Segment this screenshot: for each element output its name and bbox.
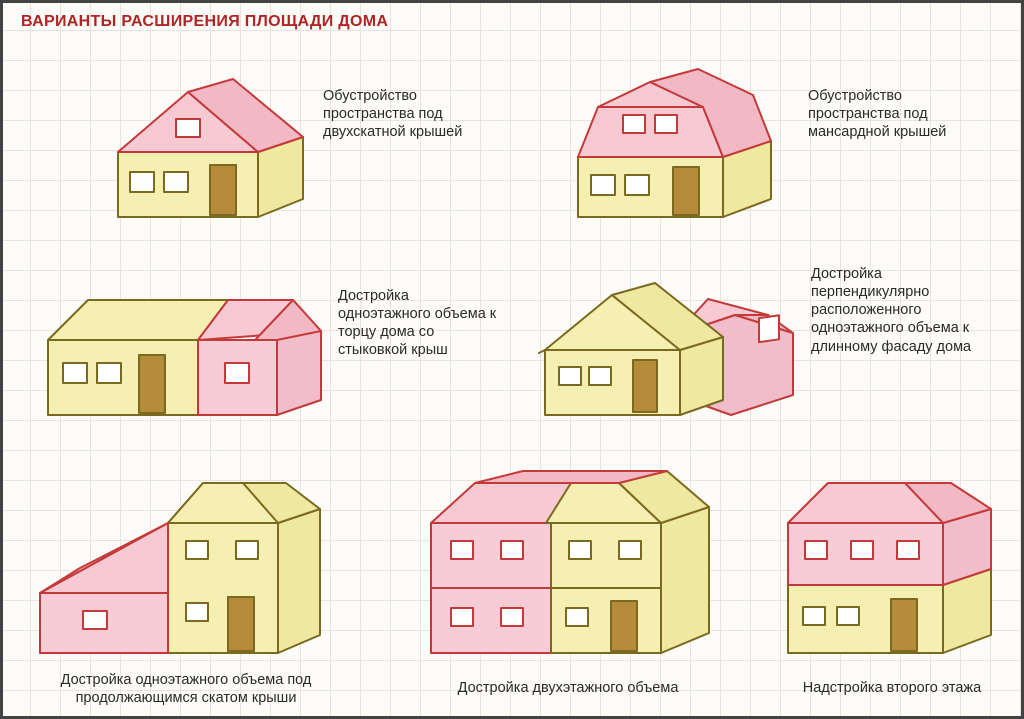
house-twofloor [411, 453, 721, 663]
label-gable: Обустройство пространства под двухскатно… [323, 87, 483, 141]
house-addfloor [773, 455, 1008, 660]
cell-perp [525, 255, 805, 430]
label-endext: Достройка одноэтажного объема к торцу до… [338, 287, 498, 360]
page-title: ВАРИАНТЫ РАСШИРЕНИЯ ПЛОЩАДИ ДОМА [21, 13, 388, 31]
house-endext [33, 255, 333, 430]
cell-gable [88, 47, 328, 225]
label-mansard: Обустройство пространства под мансардной… [808, 87, 968, 141]
label-addfloor: Надстройка второго этажа [773, 679, 1011, 697]
label-twofloor: Достройка двухэтажного объема [423, 679, 713, 697]
cell-slope [28, 453, 328, 663]
house-perp [525, 255, 805, 430]
cell-mansard [553, 47, 793, 225]
cell-addfloor [773, 455, 1008, 660]
house-slope [28, 453, 328, 663]
label-perp: Достройка перпендикулярно расположенного… [811, 265, 1001, 356]
house-mansard [553, 47, 793, 225]
cell-endext [33, 255, 333, 430]
label-slope: Достройка одноэтажного объема под продол… [21, 671, 351, 707]
cell-twofloor [411, 453, 721, 663]
house-gable [88, 47, 328, 225]
